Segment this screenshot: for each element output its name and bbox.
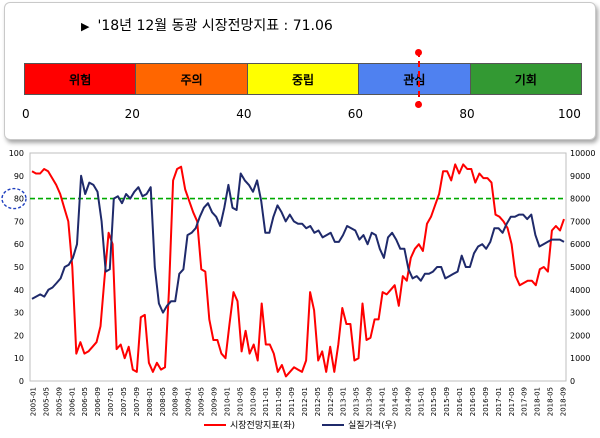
x-tick-label: 2011-05 [275, 387, 283, 416]
x-tick-label: 2015-05 [430, 387, 438, 416]
y-right-tick-label: 9000 [570, 172, 590, 181]
y-right-tick-label: 3000 [570, 309, 590, 318]
y-right-tick-label: 6000 [570, 240, 590, 249]
y-right-tick-label: 8000 [570, 195, 590, 204]
y-left-tick-label: 80 [14, 195, 24, 204]
threshold-highlight-circle [1, 187, 27, 210]
scale-tick-label: 20 [124, 107, 140, 121]
index-panel: ▶ '18년 12월 동광 시장전망지표 : 71.06 위험 주의 중립 관심 … [4, 2, 596, 140]
x-tick-label: 2011-01 [262, 387, 270, 416]
scale-label-danger: 위험 [69, 72, 92, 87]
x-tick-label: 2005-09 [55, 387, 63, 416]
scale-label-caution: 주의 [180, 72, 203, 87]
x-tick-label: 2008-01 [146, 387, 154, 416]
y-right-tick-label: 4000 [570, 286, 590, 295]
triangle-bullet-icon: ▶ [81, 20, 90, 33]
x-tick-label: 2017-05 [508, 387, 516, 416]
y-right-tick-label: 7000 [570, 217, 590, 226]
x-tick-label: 2016-09 [482, 387, 490, 416]
index-title-text: '18년 12월 동광 시장전망지표 : 71.06 [97, 18, 333, 34]
scale-label-opportunity: 기회 [514, 72, 537, 87]
x-tick-label: 2015-09 [443, 387, 451, 416]
series-line-outlook-index [31, 163, 565, 378]
x-tick-label: 2009-05 [198, 387, 206, 416]
x-tick-label: 2016-01 [456, 387, 464, 416]
scale-tick-label: 0 [22, 107, 30, 121]
y-left-tick-label: 100 [9, 149, 24, 158]
x-tick-label: 2009-01 [185, 387, 193, 416]
y-left-tick-label: 40 [14, 286, 24, 295]
y-right-tick-label: 0 [570, 377, 575, 386]
scale-segment-danger: 위험 [24, 63, 136, 95]
y-right-tick-label: 2000 [570, 331, 590, 340]
x-tick-label: 2012-05 [314, 387, 322, 416]
x-tick-label: 2014-09 [404, 387, 412, 416]
y-left-tick-label: 70 [14, 217, 24, 226]
x-tick-label: 2017-01 [495, 387, 503, 416]
x-tick-label: 2017-09 [521, 387, 529, 416]
x-tick-label: 2006-01 [68, 387, 76, 416]
x-tick-label: 2014-05 [391, 387, 399, 416]
x-tick-label: 2006-09 [94, 387, 102, 416]
x-tick-label: 2008-05 [159, 387, 167, 416]
scale-label-neutral: 중립 [291, 72, 315, 87]
x-tick-label: 2007-05 [120, 387, 128, 416]
marker-top-dot [414, 49, 422, 56]
y-left-tick-label: 0 [19, 377, 24, 386]
index-marker [414, 49, 422, 108]
scale-tick-label: 80 [459, 107, 475, 121]
x-tick-label: 2005-01 [30, 387, 38, 416]
y-right-tick-label: 10000 [570, 149, 595, 158]
x-tick-label: 2008-09 [172, 387, 180, 416]
index-title: ▶ '18년 12월 동광 시장전망지표 : 71.06 [81, 15, 333, 35]
scale-label-interest: 관심 [403, 72, 426, 87]
x-tick-label: 2014-01 [379, 387, 387, 416]
y-left-tick-label: 20 [14, 331, 24, 340]
y-left-tick-label: 50 [14, 263, 24, 272]
scale-tick-label: 60 [347, 107, 364, 121]
y-left-tick-label: 60 [14, 240, 24, 249]
y-right-tick-label: 1000 [570, 354, 590, 363]
scale-segment-interest: 관심 [358, 63, 470, 95]
x-tick-label: 2018-05 [547, 387, 555, 416]
scale-segment-neutral: 중립 [246, 63, 359, 95]
x-tick-label: 2016-05 [469, 387, 477, 416]
scale-tick-label: 100 [558, 107, 581, 121]
legend-label-outlook-index: 시장전망지표(좌) [230, 420, 295, 431]
x-tick-label: 2018-01 [534, 387, 542, 416]
x-tick-label: 2013-01 [340, 387, 348, 416]
y-left-tick-label: 10 [14, 354, 24, 363]
legend-label-real-price: 실질가격(우) [348, 419, 396, 431]
x-tick-label: 2015-01 [417, 387, 425, 416]
y-right-tick-label: 5000 [570, 263, 590, 272]
x-tick-label: 2010-09 [249, 387, 257, 416]
x-tick-label: 2006-05 [81, 387, 89, 416]
x-tick-label: 2011-09 [288, 387, 296, 416]
y-left-tick-label: 90 [14, 172, 24, 181]
x-tick-label: 2007-09 [133, 387, 141, 416]
x-tick-label: 2005-05 [42, 387, 50, 416]
x-tick-label: 2010-01 [223, 387, 231, 416]
x-tick-label: 2010-05 [236, 387, 244, 416]
scale-segment-opportunity: 기회 [469, 63, 583, 95]
y-left-tick-label: 30 [14, 309, 24, 318]
x-tick-label: 2018-09 [560, 387, 568, 416]
plot-area [29, 152, 567, 382]
x-tick-label: 2013-05 [353, 387, 361, 416]
series-line-real-price [31, 172, 565, 314]
x-tick-label: 2012-01 [301, 387, 309, 416]
x-tick-label: 2009-09 [210, 387, 218, 416]
marker-bottom-dot [414, 101, 422, 108]
index-scale-bar: 위험 주의 중립 관심 기회 [24, 63, 583, 95]
x-tick-label: 2007-01 [107, 387, 115, 416]
scale-tick-label: 40 [236, 107, 252, 121]
x-tick-label: 2012-09 [327, 387, 335, 416]
scale-segment-caution: 주의 [135, 63, 247, 95]
x-tick-label: 2013-09 [366, 387, 374, 416]
